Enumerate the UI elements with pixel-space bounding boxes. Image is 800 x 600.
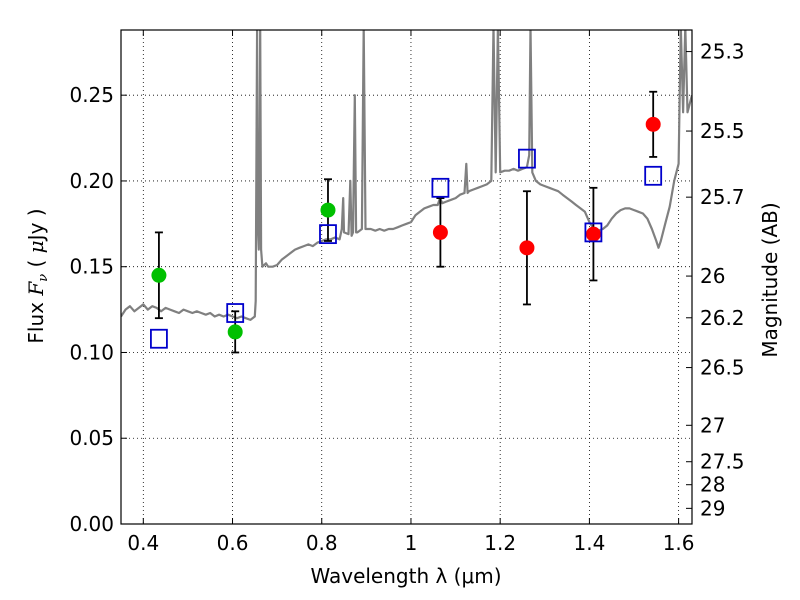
y-tick-label: 0.25 [69, 83, 114, 107]
magnitude-tick-label: 27.5 [700, 450, 745, 474]
magnitude-tick-label: 25.7 [700, 185, 745, 209]
error-bars [154, 90, 658, 354]
model-spectrum-line [121, 30, 692, 321]
model-photometry-box [584, 222, 603, 243]
data-point-circle [227, 324, 243, 340]
x-tick-label: 0.4 [127, 531, 159, 555]
y-axis-label-paren: ( [24, 253, 48, 274]
model-photometry-box [644, 165, 663, 186]
magnitude-tick-label: 25.5 [700, 119, 745, 143]
model-spectrum [121, 30, 692, 321]
data-point-circle [519, 240, 535, 256]
y-axis-label-symbol: F [24, 281, 48, 297]
model-photometry-box [319, 224, 337, 245]
y-tick-label: 0.10 [69, 340, 114, 364]
model-photometry-box [518, 148, 536, 169]
x-axis-label: Wavelength λ (μm) [310, 564, 501, 588]
magnitude-tick-label: 26.2 [700, 306, 745, 330]
y-axis-label-text: Flux [24, 296, 48, 344]
magnitude-tick-label: 25.3 [700, 40, 745, 64]
data-point-circle [432, 224, 448, 240]
y-axis-label-unit: Jy ) [24, 208, 48, 242]
y-axis-label-subscript: ν [36, 274, 51, 282]
x-tick-label: 0.6 [217, 531, 249, 555]
y-tick-label: 0.05 [69, 426, 114, 450]
y-tick-label: 0.15 [69, 255, 114, 279]
data-markers [150, 116, 663, 349]
x-tick-label: 1.6 [663, 531, 695, 555]
magnitude-tick-label: 26.5 [700, 356, 745, 380]
magnitude-axis-label: Magnitude (AB) [758, 202, 782, 357]
data-point-circle [320, 202, 336, 218]
model-photometry-box [150, 328, 168, 349]
data-point-circle [585, 226, 601, 242]
x-tick-label: 1.2 [484, 531, 516, 555]
magnitude-tick-label: 29 [700, 496, 725, 520]
model-photometry-box [226, 303, 245, 323]
magnitude-tick-label: 26 [700, 264, 725, 288]
y-axis-label-unit-prefix: μ [24, 240, 48, 253]
y-tick-label: 0.00 [69, 512, 114, 536]
grid [121, 30, 692, 525]
y-tick-label: 0.20 [69, 169, 114, 193]
magnitude-tick-label: 28 [700, 473, 725, 497]
x-tick-label: 1 [405, 531, 418, 555]
data-point-circle [645, 116, 661, 132]
x-tick-label: 0.8 [306, 531, 338, 555]
axis-ticks: 0.4 0.6 0.8 1 1.2 1.4 1.6 0.00 0.05 0.10 0.15 0.20 0… [69, 30, 745, 555]
x-tick-label: 1.4 [573, 531, 605, 555]
plot-frame [120, 29, 693, 525]
magnitude-tick-label: 27 [700, 413, 725, 437]
y-axis-label: Flux Fν ( μJy ) [24, 208, 51, 343]
data-point-circle [151, 267, 167, 283]
model-photometry-box [431, 177, 450, 198]
